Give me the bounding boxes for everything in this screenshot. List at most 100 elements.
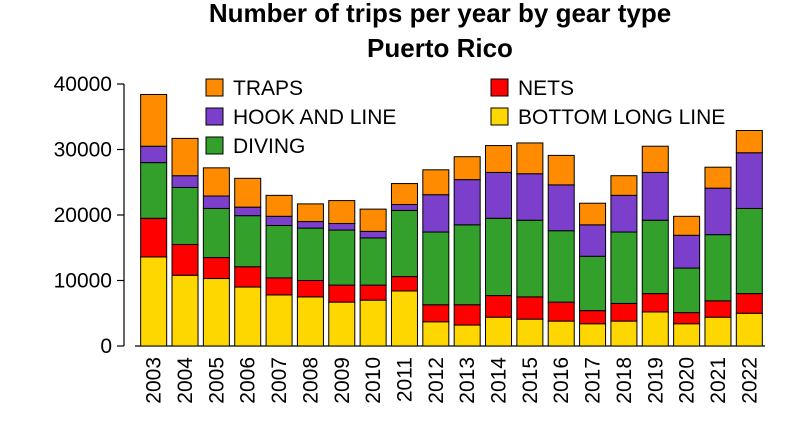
x-tick-label: 2017 [582,357,605,404]
bar-segment-bottom-long-line [171,274,199,347]
y-tick-label: 30000 [54,139,112,162]
bar-stack-2012 [422,169,450,347]
bar-segment-traps [547,154,575,186]
bar-stack-2013 [453,156,481,347]
x-tick-label: 2007 [268,357,291,404]
bar-segment-nets [140,217,168,258]
x-axis: 2003 2004 2005 2006 2007 2008 2009 2010 2011 2012… [135,345,765,404]
bar-stack-2004 [171,137,199,347]
chart-title: Number of trips per year by gear type [209,0,671,28]
x-tick-label: 2018 [613,357,636,404]
bar-segment-diving [171,186,199,245]
bar-segment-traps [359,208,387,232]
y-tick-label: 40000 [54,73,112,96]
bar-segment-bottom-long-line [359,299,387,347]
legend-label: TRAPS [233,77,303,100]
bar-segment-bottom-long-line [140,256,168,347]
bar-segment-hook-and-line [547,184,575,232]
bars [140,93,763,347]
bar-segment-diving [735,207,763,295]
bar-segment-bottom-long-line [673,323,701,347]
bar-segment-hook-and-line [735,152,763,209]
bar-segment-nets [485,295,513,318]
x-tick-label: 2022 [738,357,761,404]
bar-segment-nets [328,284,356,303]
bar-segment-bottom-long-line [735,312,763,347]
bar-segment-bottom-long-line [296,296,324,347]
bar-segment-nets [234,266,262,288]
bar-segment-traps [610,175,638,196]
bar-segment-traps [485,145,513,173]
bar-stack-2007 [265,194,293,347]
x-tick-label: 2004 [174,357,197,404]
legend-item-traps: TRAPS [205,77,303,100]
bar-segment-nets [516,296,544,320]
bar-stack-2011 [390,183,418,347]
x-tick-label: 2003 [143,357,166,404]
bar-segment-traps [328,200,356,225]
x-tick-label: 2013 [456,357,479,404]
bar-stack-2018 [610,175,638,347]
bar-stack-2020 [673,215,701,347]
bar-stack-2017 [579,202,607,347]
bar-segment-bottom-long-line [579,323,607,347]
x-tick-label: 2012 [425,357,448,404]
bar-segment-diving [140,162,168,219]
legend-swatch [205,136,224,155]
bar-segment-hook-and-line [328,223,356,231]
bar-segment-bottom-long-line [516,318,544,347]
bar-segment-nets [453,304,481,326]
legend-swatch [490,107,509,126]
bar-stack-2014 [485,145,513,347]
bar-segment-hook-and-line [610,194,638,233]
chart-subtitle: Puerto Rico [367,33,513,63]
bar-segment-diving [485,217,513,297]
bar-segment-traps [641,145,669,173]
bar-stack-2006 [234,177,262,347]
x-tick-label: 2005 [205,357,228,404]
bar-segment-diving [296,227,324,282]
bar-segment-nets [422,304,450,323]
bar-segment-bottom-long-line [328,301,356,347]
y-axis: 0 10000 20000 30000 40000 [54,73,125,358]
bar-segment-nets [390,276,418,292]
bar-segment-diving [641,219,669,295]
x-tick-label: 2016 [550,357,573,404]
bar-stack-2019 [641,145,669,347]
bar-segment-bottom-long-line [265,294,293,347]
bar-segment-nets [579,310,607,325]
x-tick-label: 2015 [519,357,542,404]
bar-segment-diving [390,209,418,278]
bar-stack-2003 [140,93,168,347]
bar-segment-diving [359,237,387,286]
bar-segment-nets [359,284,387,301]
bar-segment-diving [202,207,230,259]
bar-segment-traps [673,215,701,236]
legend-item-diving: DIVING [205,135,305,158]
bar-segment-nets [265,277,293,296]
bar-segment-traps [140,93,168,147]
bar-segment-hook-and-line [359,230,387,239]
bar-segment-bottom-long-line [485,316,513,347]
bar-segment-hook-and-line [140,145,168,164]
bar-segment-nets [171,243,199,276]
bar-segment-hook-and-line [234,206,262,217]
bar-segment-diving [422,231,450,306]
bar-segment-traps [234,177,262,208]
bar-stack-2005 [202,167,230,347]
x-tick-label: 2011 [393,357,416,402]
bar-segment-diving [453,224,481,306]
y-tick-label: 10000 [54,270,112,293]
bar-stack-2016 [547,154,575,347]
bar-segment-hook-and-line [641,171,669,221]
bar-segment-bottom-long-line [641,311,669,347]
bar-segment-traps [390,183,418,206]
bar-segment-hook-and-line [390,204,418,211]
bar-segment-diving [673,267,701,314]
legend-label: DIVING [233,135,305,158]
bar-segment-bottom-long-line [610,320,638,347]
bar-segment-nets [202,257,230,280]
x-tick-label: 2006 [237,357,260,404]
legend-label: HOOK AND LINE [233,106,396,129]
bar-stack-2009 [328,200,356,347]
